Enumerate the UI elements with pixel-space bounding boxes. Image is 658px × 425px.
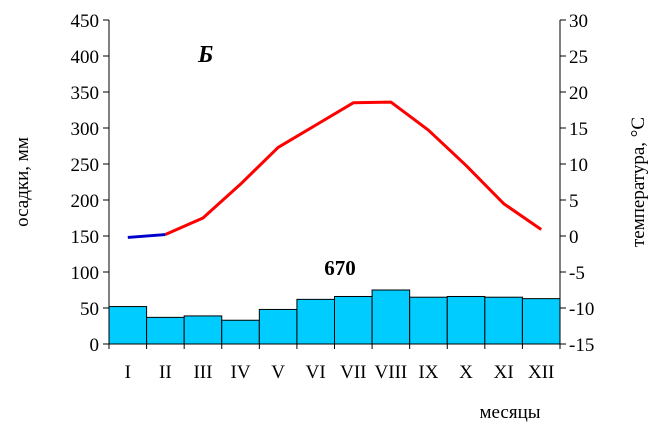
temperature-line (127, 100, 543, 239)
x-tick-label: VI (306, 362, 326, 383)
x-tick-label: X (459, 362, 473, 383)
x-tick-label: II (159, 362, 172, 383)
precipitation-bar-II (146, 316, 185, 345)
precipitation-bar-V (258, 308, 298, 345)
left-tick-label: 450 (71, 11, 100, 32)
precipitation-bar-IV (221, 319, 260, 345)
right-tick-label: 25 (569, 47, 588, 68)
temperature-line-negative (127, 233, 166, 239)
precipitation-bar-III (183, 315, 223, 345)
left-tick-label: 0 (90, 335, 100, 356)
x-tick-label: IX (418, 362, 438, 383)
left-tick-label: 100 (71, 263, 100, 284)
axes (108, 20, 561, 345)
left-tick-label: 350 (71, 83, 100, 104)
right-tick-label: 0 (569, 227, 579, 248)
x-tick-label: XII (528, 362, 554, 383)
x-tick-label: VII (340, 362, 366, 383)
left-y-ticks: 0 50 100 150 200 250 300 350 400 450 (71, 11, 109, 356)
precipitation-bar-VI (296, 298, 335, 345)
left-tick-label: 400 (71, 47, 100, 68)
right-tick-label: -15 (569, 335, 594, 356)
precipitation-bar-VII (334, 295, 373, 345)
x-ticks: I II III IV V VI VII VIII IX X XI XII (108, 344, 561, 383)
right-tick-label: 15 (569, 119, 588, 140)
precipitation-bar-XI (484, 296, 523, 345)
left-tick-label: 250 (71, 155, 100, 176)
precipitation-bar-IX (409, 296, 448, 345)
precipitation-bar-VIII (371, 289, 411, 345)
x-tick-label: XI (494, 362, 514, 383)
right-tick-label: -10 (569, 299, 594, 320)
x-tick-label: III (193, 362, 212, 383)
left-tick-label: 50 (80, 299, 99, 320)
precipitation-bars (108, 289, 561, 345)
x-tick-label: VIII (375, 362, 408, 383)
right-y-ticks: -15 -10 -5 0 5 10 15 20 25 30 (560, 11, 594, 356)
right-tick-label: 10 (569, 155, 588, 176)
left-tick-label: 200 (71, 191, 100, 212)
precipitation-bar-I (108, 306, 148, 345)
x-axis-title: месяцы (479, 402, 540, 423)
y-axis-right-title: температура, °С (628, 117, 649, 247)
precipitation-bar-X (446, 295, 486, 345)
precipitation-bar-XII (521, 298, 561, 345)
x-tick-label: V (271, 362, 285, 383)
chart-label: Б (197, 42, 213, 68)
right-tick-label: 30 (569, 11, 588, 32)
right-tick-label: 20 (569, 83, 588, 104)
total-precipitation-label: 670 (324, 256, 356, 280)
right-tick-label: -5 (569, 263, 585, 284)
x-tick-label: I (125, 362, 131, 383)
left-tick-label: 300 (71, 119, 100, 140)
right-tick-label: 5 (569, 191, 579, 212)
y-axis-left-title: осадки, мм (12, 137, 33, 227)
left-tick-label: 150 (71, 227, 100, 248)
temperature-line-positive (164, 100, 543, 236)
x-tick-label: IV (231, 362, 251, 383)
